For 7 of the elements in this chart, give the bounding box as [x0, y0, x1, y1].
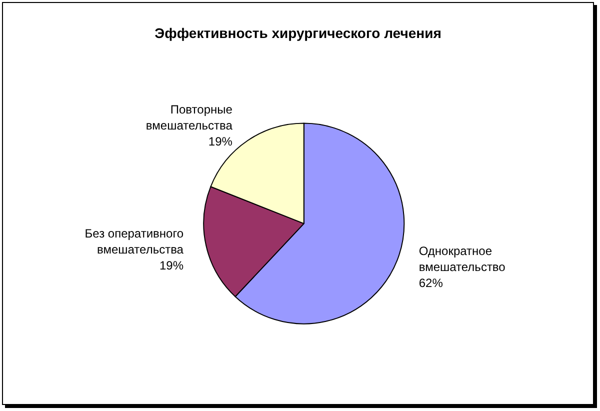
data-label: 19%: [208, 134, 233, 149]
data-label: 62%: [418, 276, 444, 290]
slice-label: Повторные вмешательства: [146, 102, 233, 133]
data-label: 19%: [159, 258, 184, 272]
slice-label: Без оперативного вмешательства: [84, 226, 184, 256]
slice-label: Однократное вмешательство: [418, 244, 506, 274]
chart-title: Эффективность хирургического лечения: [154, 25, 442, 41]
